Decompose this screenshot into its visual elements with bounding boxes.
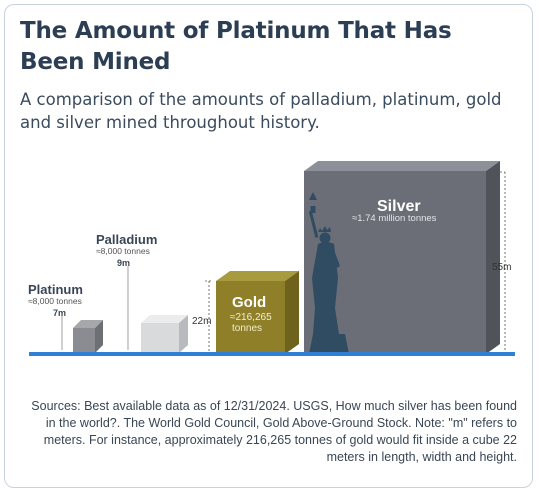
gold-amount-line2: tonnes (232, 323, 262, 334)
gold-name-label: Gold (232, 294, 266, 311)
platinum-amount-label: ≈8,000 tonnes (28, 296, 82, 306)
silver-size-label: 55m (492, 262, 511, 273)
statue-of-liberty-icon (308, 192, 349, 354)
silver-amount-label: ≈1.74 million tonnes (352, 213, 437, 224)
palladium-cube (141, 315, 188, 353)
ground-line (29, 352, 515, 356)
palladium-name-label: Palladium (96, 232, 157, 247)
palladium-size-label: 9m (117, 258, 130, 268)
gold-amount-line1: ≈216,265 (230, 312, 272, 323)
page-subtitle: A comparison of the amounts of palladium… (20, 90, 502, 132)
gold-cube (216, 271, 299, 354)
palladium-amount-label: ≈8,000 tonnes (96, 246, 150, 256)
platinum-cube (73, 320, 103, 353)
page-title: The Amount of Platinum That Has Been Min… (20, 18, 452, 75)
platinum-name-label: Platinum (28, 282, 83, 297)
platinum-size-label: 7m (53, 308, 66, 318)
silver-name-label: Silver (377, 198, 421, 215)
gold-size-label: 22m (192, 316, 211, 327)
sources-note: Sources: Best available data as of 12/31… (31, 399, 517, 464)
